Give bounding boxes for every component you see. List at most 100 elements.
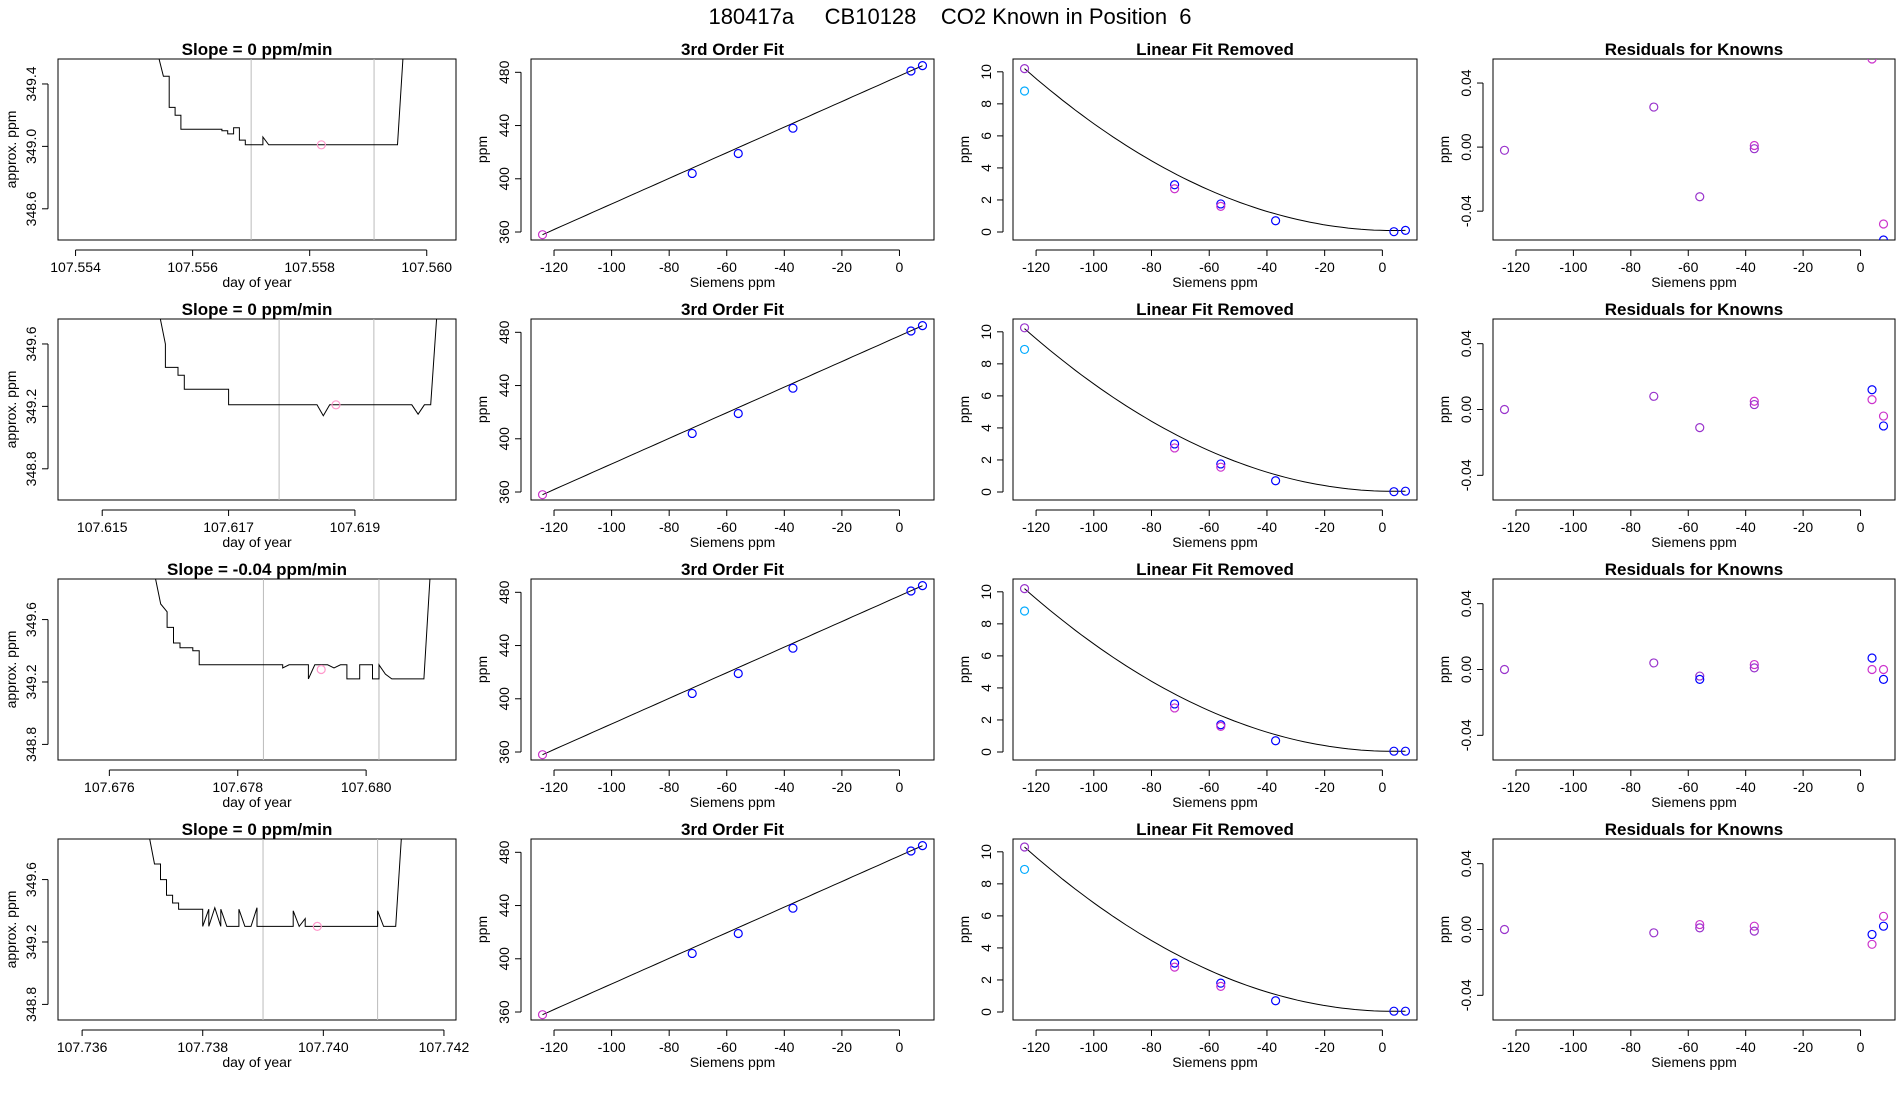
x-tick-label: -80	[1621, 259, 1641, 275]
data-point	[1169, 184, 1180, 194]
x-tick-label: -120	[540, 1039, 568, 1055]
x-tick-label: -100	[1080, 519, 1108, 535]
x-tick-label: -100	[598, 259, 626, 275]
x-tick-label: -20	[1315, 779, 1335, 795]
y-axis-label: ppm	[474, 916, 490, 943]
x-tick-label: -120	[1502, 259, 1530, 275]
panel-title: Slope = 0 ppm/min	[182, 820, 333, 839]
data-point	[733, 928, 743, 939]
fit-curve	[1024, 588, 1406, 752]
y-tick-label: 4	[978, 424, 994, 432]
x-tick-label: -40	[1257, 1039, 1277, 1055]
y-tick-label: 4	[978, 164, 994, 172]
y-tick-label: 6	[978, 652, 994, 660]
x-tick-label: -100	[1080, 1039, 1108, 1055]
x-tick-label: -60	[717, 1039, 737, 1055]
data-point	[1169, 443, 1180, 453]
data-trace	[159, 319, 438, 417]
y-tick-label: 0.00	[1458, 133, 1474, 160]
x-tick-label: -40	[774, 1039, 794, 1055]
plot-frame	[57, 58, 457, 241]
data-point	[687, 168, 697, 179]
fit-curve	[1024, 328, 1406, 492]
y-tick-label: 480	[496, 320, 512, 344]
x-tick-label: -40	[774, 779, 794, 795]
x-axis-label: Siemens ppm	[1172, 534, 1258, 550]
plot-frame	[1492, 838, 1896, 1021]
plot-frame	[530, 318, 935, 501]
x-tick-label: -20	[832, 1039, 852, 1055]
y-axis-label: ppm	[1436, 396, 1452, 423]
data-point	[1019, 864, 1030, 875]
data-point	[331, 400, 341, 410]
x-tick-label: -20	[1793, 1039, 1813, 1055]
y-tick-label: 400	[496, 947, 512, 971]
panel-1-3: Residuals for Knowns -120 -100 -80 -60 -40 -20…	[1436, 300, 1896, 550]
data-point	[1216, 981, 1226, 991]
x-tick-label: -80	[1621, 519, 1641, 535]
x-tick-label: 0	[1857, 519, 1865, 535]
plot-frame	[1012, 838, 1418, 1021]
panel-1-0: Slope = 0 ppm/min 107.615 107.617 107.619 da…	[3, 300, 457, 550]
plot-area	[537, 321, 928, 500]
x-tick-label: 107.619	[330, 519, 381, 535]
y-tick-label: 400	[496, 687, 512, 711]
x-tick-label: -80	[659, 259, 679, 275]
x-tick-label: 0	[896, 1039, 904, 1055]
data-point	[1169, 962, 1180, 972]
x-tick-label: 107.556	[167, 259, 218, 275]
x-tick-label: -100	[598, 519, 626, 535]
y-tick-label: 0.00	[1458, 396, 1474, 423]
data-point	[1019, 323, 1030, 333]
panel-title: Slope = -0.04 ppm/min	[167, 560, 347, 579]
x-axis-label: day of year	[222, 534, 292, 550]
plot-area	[158, 59, 404, 240]
y-tick-label: 480	[496, 580, 512, 604]
panel-1-1: 3rd Order Fit -120 -100 -80 -60 -40 -20 0 Siemen…	[474, 300, 935, 550]
y-axis-label: ppm	[1436, 136, 1452, 163]
y-tick-label: 2	[978, 456, 994, 464]
y-tick-label: 440	[496, 634, 512, 658]
data-point	[1749, 144, 1759, 154]
x-tick-label: 107.742	[419, 1039, 470, 1055]
y-tick-label: 360	[496, 220, 512, 244]
data-point	[917, 321, 928, 331]
x-tick-label: -120	[1502, 1039, 1530, 1055]
data-point	[1019, 606, 1030, 616]
x-tick-label: -40	[1736, 779, 1756, 795]
data-point	[687, 688, 697, 699]
data-point	[537, 490, 548, 500]
x-tick-label: -100	[598, 1039, 626, 1055]
data-point	[1695, 923, 1705, 933]
x-axis-label: Siemens ppm	[1172, 794, 1258, 810]
y-axis-label: approx. ppm	[3, 891, 19, 969]
x-tick-label: -20	[1315, 519, 1335, 535]
plot-frame	[530, 838, 935, 1021]
y-tick-label: 8	[978, 100, 994, 108]
panel-2-3: Residuals for Knowns -120 -100 -80 -60 -40 -20…	[1436, 560, 1896, 810]
data-point	[1749, 659, 1759, 670]
data-point	[917, 581, 928, 591]
panel-3-0: Slope = 0 ppm/min 107.736 107.738 107.740 10…	[3, 820, 469, 1070]
panel-title: Slope = 0 ppm/min	[182, 40, 333, 59]
plot-area	[1499, 653, 1889, 684]
plot-frame	[1012, 318, 1418, 501]
plot-frame	[57, 578, 457, 761]
plot-area	[159, 319, 438, 500]
fit-curve	[542, 65, 923, 236]
panel-0-1: 3rd Order Fit -120 -100 -80 -60 -40 -20 0 Siemen…	[474, 40, 935, 290]
x-axis-label: Siemens ppm	[690, 1054, 776, 1070]
data-point	[733, 148, 743, 159]
x-tick-label: 0	[1378, 779, 1386, 795]
data-point	[1389, 746, 1399, 756]
y-tick-label: 10	[978, 844, 994, 860]
data-point	[1878, 911, 1889, 921]
x-tick-label: -40	[1257, 259, 1277, 275]
panel-title: Residuals for Knowns	[1605, 560, 1784, 579]
y-tick-label: 4	[978, 684, 994, 692]
y-tick-label: 0	[978, 1008, 994, 1016]
plot-area	[537, 841, 928, 1020]
y-tick-label: 0.00	[1458, 656, 1474, 683]
y-tick-label: -0.04	[1458, 979, 1474, 1011]
